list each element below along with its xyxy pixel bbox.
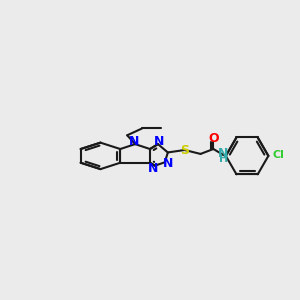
Text: N: N bbox=[154, 135, 165, 148]
Text: S: S bbox=[180, 143, 189, 157]
Text: H: H bbox=[219, 154, 228, 164]
Text: N: N bbox=[218, 146, 229, 160]
Text: Cl: Cl bbox=[272, 150, 284, 160]
Text: N: N bbox=[163, 157, 173, 170]
Text: N: N bbox=[128, 135, 139, 148]
Text: N: N bbox=[148, 162, 159, 175]
Text: O: O bbox=[208, 132, 219, 145]
